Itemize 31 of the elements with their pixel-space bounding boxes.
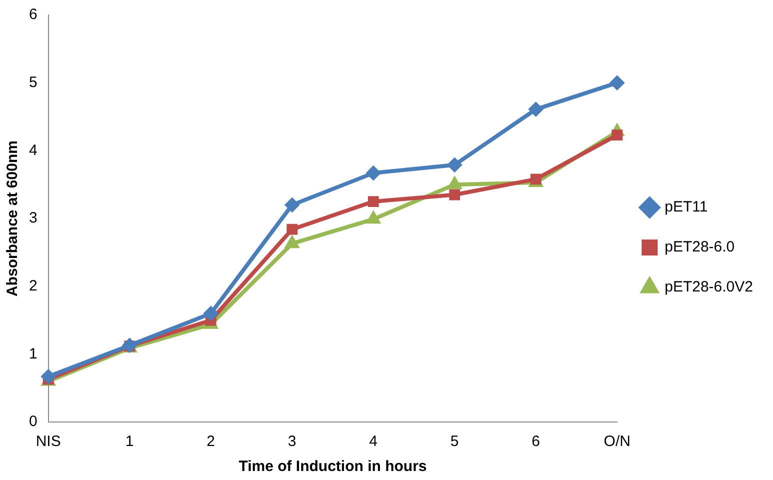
y-tick-label: 4 [29, 142, 38, 159]
x-tick-label: 6 [532, 433, 540, 450]
x-tick-label: 3 [288, 433, 296, 450]
y-tick-label: 5 [29, 74, 38, 91]
x-tick-label: 2 [206, 433, 216, 450]
x-tick-label: 4 [369, 433, 378, 450]
x-tick-label: NIS [36, 433, 61, 450]
point [368, 196, 379, 207]
y-tick-label: 6 [29, 6, 38, 24]
x-tick-label: O/N [604, 433, 630, 450]
x-tick-label: 5 [450, 433, 459, 450]
y-tick-label: 0 [29, 413, 38, 430]
point [612, 130, 623, 141]
point [528, 102, 544, 117]
point [203, 306, 218, 321]
legend-label: pET28-6.0 [664, 238, 735, 256]
point [447, 157, 462, 172]
y-tick-label: 2 [29, 277, 38, 294]
y-tick-label: 1 [29, 345, 38, 362]
point [449, 189, 460, 200]
x-tick-label: 1 [125, 433, 134, 450]
point [610, 75, 625, 90]
legend-label: pET28-6.0V2 [664, 278, 753, 296]
point [40, 369, 56, 384]
point [286, 224, 298, 235]
y-tick-label: 3 [29, 210, 38, 227]
point [284, 197, 300, 212]
y-axis-title: Absorbance at 600nm [4, 140, 22, 296]
legend-label: pET11 [664, 198, 708, 216]
point [366, 166, 381, 181]
x-axis-title: Time of Induction in hours [238, 458, 427, 476]
